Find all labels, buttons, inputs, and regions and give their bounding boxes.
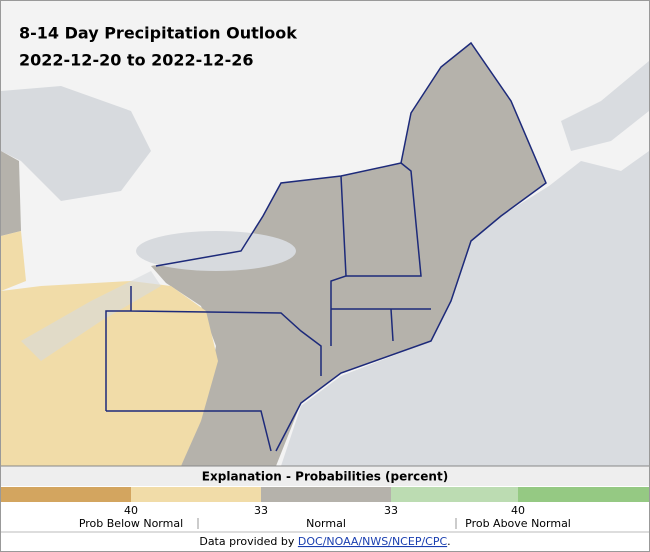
ocean xyxy=(561,61,649,151)
map-title: 8-14 Day Precipitation Outlook xyxy=(19,24,297,43)
legend-threshold: 33 xyxy=(254,504,268,517)
legend-swatch xyxy=(391,487,518,502)
legend-label: Normal xyxy=(306,517,346,530)
legend-swatch xyxy=(261,487,391,502)
below-area xyxy=(1,231,26,291)
legend-label: Prob Below Normal xyxy=(79,517,183,530)
normal-area xyxy=(151,43,546,466)
lake xyxy=(21,271,161,361)
footer-prefix: Data provided by xyxy=(199,535,298,548)
legend-title: Explanation - Probabilities (percent) xyxy=(202,470,448,484)
map-subtitle: 2022-12-20 to 2022-12-26 xyxy=(19,51,253,70)
ocean xyxy=(281,151,649,466)
legend-bar xyxy=(1,487,649,502)
borders xyxy=(105,41,547,452)
legend-threshold: 33 xyxy=(384,504,398,517)
legend-threshold: 40 xyxy=(124,504,138,517)
lake xyxy=(136,231,296,271)
legend-swatch xyxy=(131,487,261,502)
footer-link[interactable]: DOC/NOAA/NWS/NCEP/CPC xyxy=(298,535,448,548)
lake xyxy=(1,86,151,201)
legend-swatch xyxy=(1,487,131,502)
footer: Data provided by DOC/NOAA/NWS/NCEP/CPC. xyxy=(199,535,450,548)
normal-area xyxy=(1,151,21,236)
footer-suffix: . xyxy=(447,535,451,548)
legend-swatch xyxy=(518,487,649,502)
legend-label: Prob Above Normal xyxy=(465,517,571,530)
legend-threshold: 40 xyxy=(511,504,525,517)
legend-header xyxy=(1,466,649,486)
